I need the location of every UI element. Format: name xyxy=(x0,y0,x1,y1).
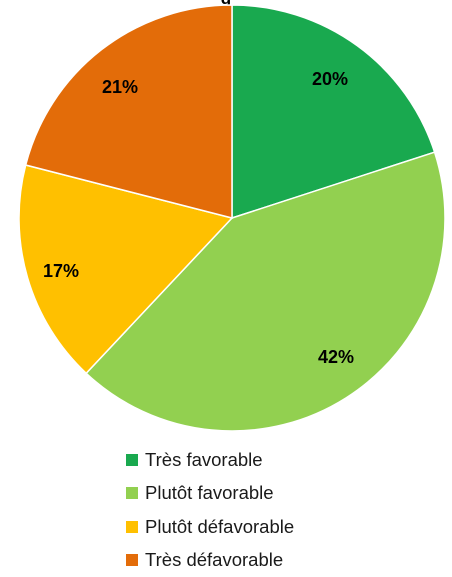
legend-swatch xyxy=(126,554,138,567)
pie-slice-2 xyxy=(85,151,446,432)
pie-slice-3 xyxy=(18,164,234,375)
legend-label: Plutôt défavorable xyxy=(145,515,295,537)
legend-swatch xyxy=(126,453,138,466)
pie-slice-1 xyxy=(231,4,436,220)
slice-data-label: 42% xyxy=(318,347,354,367)
legend-item-tres-favorable: Très favorable xyxy=(126,443,294,477)
legend-swatch xyxy=(126,487,138,500)
slice-data-label: 21% xyxy=(102,77,138,97)
legend-item-plutot-defavorable: Plutôt défavorable xyxy=(126,510,294,544)
pie-chart: 20% 42% 17% 21% xyxy=(18,4,446,432)
legend-label: Très défavorable xyxy=(145,549,284,571)
pie-slice-4 xyxy=(24,4,233,219)
legend-item-plutot-favorable: Plutôt favorable xyxy=(126,477,294,511)
legend-item-tres-defavorable: Très défavorable xyxy=(126,544,294,577)
slice-data-label: 20% xyxy=(312,69,348,89)
legend-label: Plutôt favorable xyxy=(145,482,274,504)
chart-title-fragment: g xyxy=(0,0,452,9)
legend-label: Très favorable xyxy=(145,448,263,470)
legend-swatch xyxy=(126,520,138,533)
legend: Très favorable Plutôt favorable Plutôt d… xyxy=(126,443,294,577)
slice-data-label: 17% xyxy=(43,261,79,281)
